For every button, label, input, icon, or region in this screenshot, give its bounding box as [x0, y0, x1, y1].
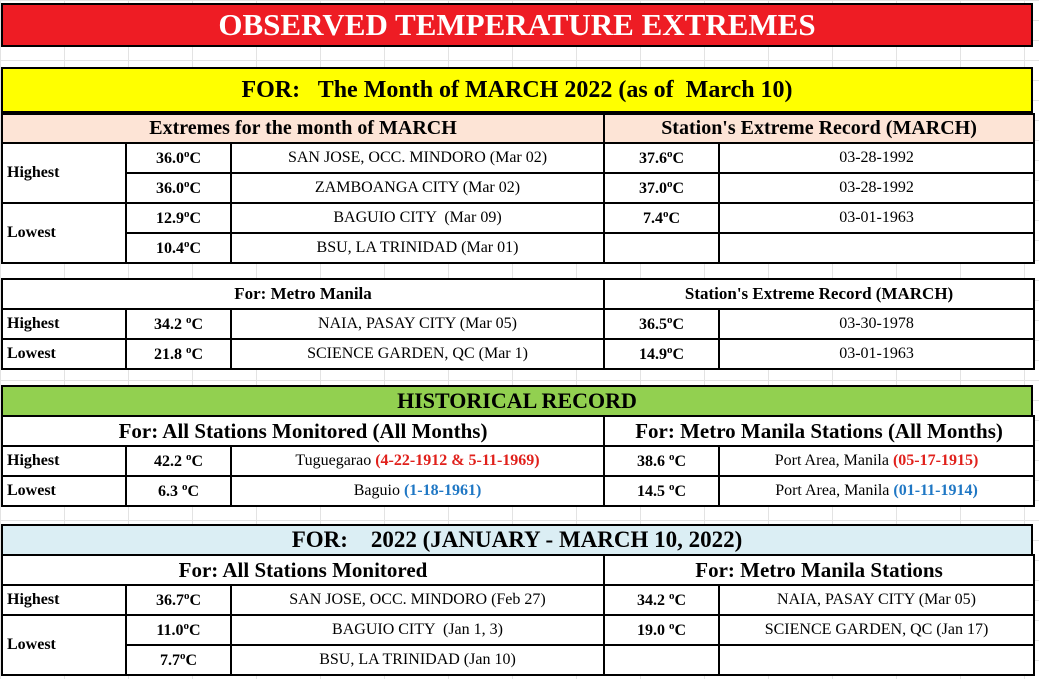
- lowest-label: Lowest: [1, 614, 127, 676]
- title-banner: OBSERVED TEMPERATURE EXTREMES: [1, 3, 1033, 47]
- table-row: Highest 34.2 oC NAIA, PASAY CITY (Mar 05…: [1, 308, 1036, 340]
- record-value: 37.6oC: [603, 142, 721, 174]
- metro-right-header: Station's Extreme Record (MARCH): [603, 278, 1036, 310]
- station-location: SCIENCE GARDEN, QC (Mar 1): [229, 338, 606, 370]
- temp-value: 36.0oC: [125, 142, 232, 174]
- record-value: 14.9oC: [603, 338, 721, 370]
- month-banner-text: FOR: The Month of MARCH 2022 (as of Marc…: [241, 76, 793, 103]
- highest-label: Highest: [1, 445, 127, 477]
- record-value: 14.5 oC: [603, 475, 721, 507]
- record-value: 7.4oC: [603, 202, 721, 234]
- station-location: BSU, LA TRINIDAD (Mar 01): [229, 232, 606, 264]
- record-date: 03-01-1963: [718, 338, 1036, 370]
- lowest-label: Lowest: [1, 475, 127, 507]
- station-location: Baguio (1-18-1961): [229, 475, 606, 507]
- station-location: Tuguegarao (4-22-1912 & 5-11-1969): [229, 445, 606, 477]
- page-title: OBSERVED TEMPERATURE EXTREMES: [218, 7, 816, 42]
- table-row: Lowest 12.9oC BAGUIO CITY (Mar 09) 7.4oC…: [1, 202, 1036, 264]
- highest-label: Highest: [1, 584, 127, 616]
- temp-value: 42.2 oC: [125, 445, 232, 477]
- record-date: 03-30-1978: [718, 308, 1036, 340]
- temp-value: 36.0oC: [125, 172, 232, 204]
- empty-cell: [603, 644, 721, 676]
- temp-value: 10.4oC: [125, 232, 232, 264]
- metro-left-header: For: Metro Manila: [0, 278, 606, 310]
- record-value: 37.0oC: [603, 172, 721, 204]
- historical-right-header: For: Metro Manila Stations (All Months): [603, 415, 1036, 447]
- record-value: 19.0 oC: [603, 614, 721, 646]
- table-row: 7.7oC BSU, LA TRINIDAD (Jan 10): [2, 644, 1036, 676]
- table-row: Highest 36.7oC SAN JOSE, OCC. MINDORO (F…: [1, 584, 1036, 616]
- highest-label: Highest: [1, 308, 127, 340]
- year-banner: FOR: 2022 (JANUARY - MARCH 10, 2022): [1, 524, 1033, 556]
- station-location: ZAMBOANGA CITY (Mar 02): [229, 172, 606, 204]
- table-row: Lowest 6.3 oC Baguio (1-18-1961) 14.5 oC…: [1, 475, 1036, 507]
- record-dates: (1-18-1961): [403, 482, 482, 499]
- station-location: NAIA, PASAY CITY (Mar 05): [229, 308, 606, 340]
- station-location: SAN JOSE, OCC. MINDORO (Feb 27): [229, 584, 606, 616]
- table-row: 10.4oC BSU, LA TRINIDAD (Mar 01): [2, 232, 1036, 264]
- record-date: 03-28-1992: [718, 172, 1036, 204]
- march-left-header: Extremes for the month of MARCH: [0, 113, 606, 144]
- record-date: 03-01-1963: [718, 202, 1036, 234]
- station-location: SAN JOSE, OCC. MINDORO (Mar 02): [229, 142, 606, 174]
- table-row: Lowest 21.8 oC SCIENCE GARDEN, QC (Mar 1…: [1, 338, 1036, 370]
- temp-value: 6.3 oC: [125, 475, 232, 507]
- march-right-header: Station's Extreme Record (MARCH): [603, 113, 1036, 144]
- year-right-header: For: Metro Manila Stations: [603, 554, 1036, 586]
- record-dates: (01-11-1914): [893, 482, 978, 499]
- record-dates: (05-17-1915): [892, 452, 979, 469]
- record-value: 36.5oC: [603, 308, 721, 340]
- temp-value: 11.0oC: [125, 614, 232, 646]
- year-table: For: All Stations Monitored For: Metro M…: [0, 554, 1036, 676]
- historical-banner-text: HISTORICAL RECORD: [397, 388, 637, 413]
- temp-value: 7.7oC: [125, 644, 232, 676]
- record-value: 34.2 oC: [603, 584, 721, 616]
- temp-value: 36.7oC: [125, 584, 232, 616]
- historical-left-header: For: All Stations Monitored (All Months): [0, 415, 606, 447]
- year-banner-text: FOR: 2022 (JANUARY - MARCH 10, 2022): [291, 527, 743, 552]
- record-dates: (4-22-1912 & 5-11-1969): [375, 452, 540, 469]
- historical-banner: HISTORICAL RECORD: [1, 385, 1033, 417]
- year-left-header: For: All Stations Monitored: [0, 554, 606, 586]
- table-row: 36.0oC ZAMBOANGA CITY (Mar 02) 37.0oC 03…: [2, 172, 1036, 204]
- station-location: Port Area, Manila (05-17-1915): [718, 445, 1036, 477]
- temp-value: 21.8 oC: [125, 338, 232, 370]
- empty-cell: [718, 644, 1036, 676]
- station-location: NAIA, PASAY CITY (Mar 05): [718, 584, 1036, 616]
- station-location: BSU, LA TRINIDAD (Jan 10): [229, 644, 606, 676]
- station-location: SCIENCE GARDEN, QC (Jan 17): [718, 614, 1036, 646]
- empty-cell: [603, 232, 721, 264]
- station-location: BAGUIO CITY (Jan 1, 3): [229, 614, 606, 646]
- metro-manila-table: For: Metro Manila Station's Extreme Reco…: [0, 278, 1036, 370]
- table-row: Lowest 11.0oC BAGUIO CITY (Jan 1, 3) 19.…: [1, 614, 1036, 676]
- temp-value: 34.2 oC: [125, 308, 232, 340]
- station-location: Port Area, Manila (01-11-1914): [718, 475, 1036, 507]
- march-extremes-table: Extremes for the month of MARCH Station'…: [0, 113, 1036, 264]
- empty-cell: [718, 232, 1036, 264]
- table-row: Highest 36.0oC SAN JOSE, OCC. MINDORO (M…: [1, 142, 1036, 204]
- historical-table: For: All Stations Monitored (All Months)…: [0, 415, 1036, 507]
- table-row: Highest 42.2 oC Tuguegarao (4-22-1912 & …: [1, 445, 1036, 477]
- temp-value: 12.9oC: [125, 202, 232, 234]
- station-location: BAGUIO CITY (Mar 09): [229, 202, 606, 234]
- highest-label: Highest: [1, 142, 127, 204]
- lowest-label: Lowest: [1, 338, 127, 370]
- record-value: 38.6 oC: [603, 445, 721, 477]
- record-date: 03-28-1992: [718, 142, 1036, 174]
- lowest-label: Lowest: [1, 202, 127, 264]
- month-banner: FOR: The Month of MARCH 2022 (as of Marc…: [1, 67, 1033, 113]
